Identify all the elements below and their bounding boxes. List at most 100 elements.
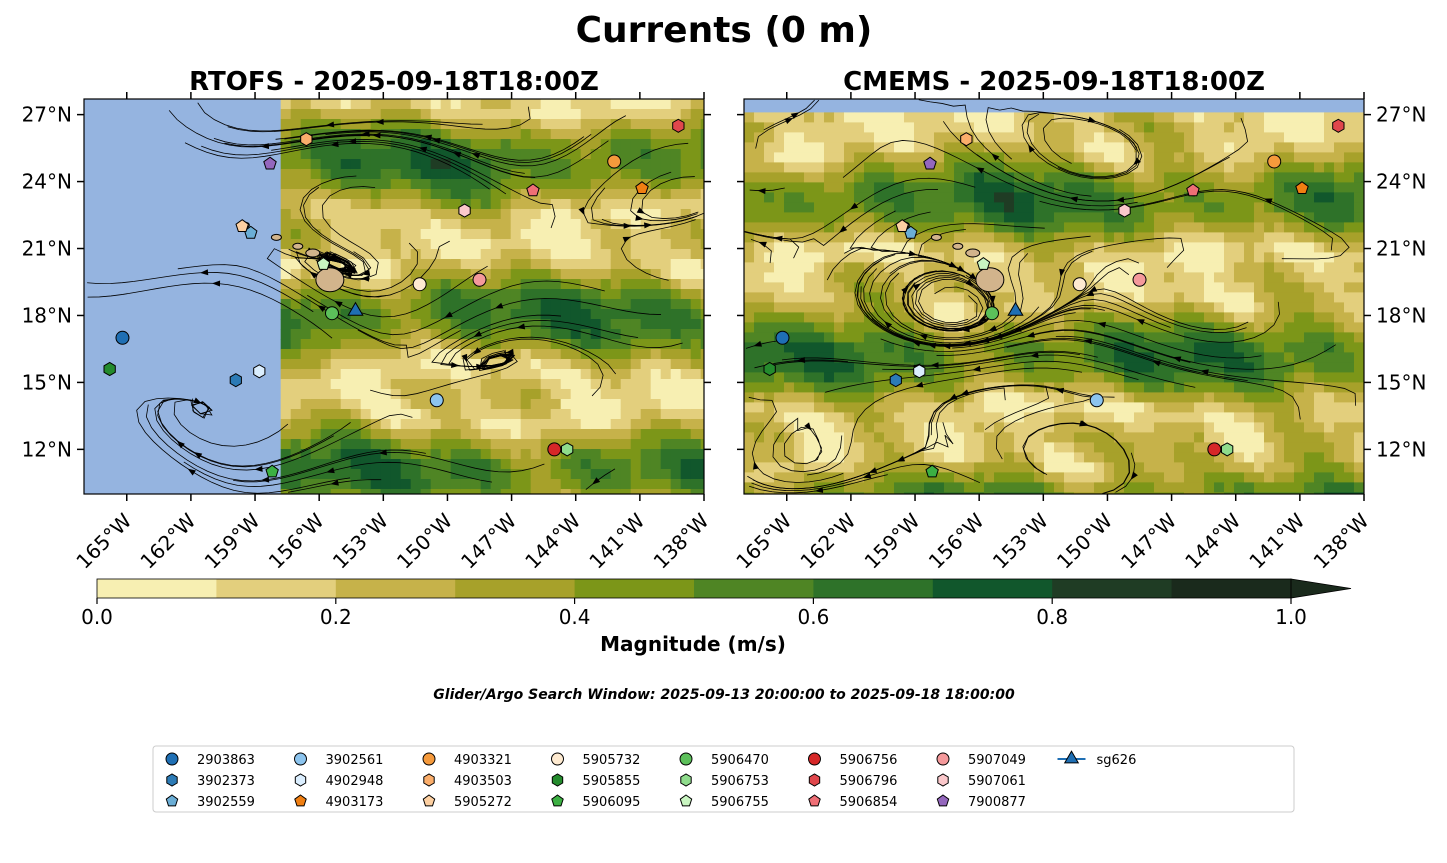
magnitude-cell xyxy=(1124,112,1135,123)
magnitude-cell xyxy=(580,269,592,280)
platform-4903321[interactable] xyxy=(607,154,622,169)
platform-4902948[interactable] xyxy=(253,364,266,379)
magnitude-cell xyxy=(540,299,552,310)
platform-5906796[interactable] xyxy=(1332,118,1345,133)
magnitude-cell xyxy=(974,162,985,173)
magnitude-cell xyxy=(784,242,795,253)
legend-marker-2903863[interactable] xyxy=(165,752,179,766)
magnitude-cell xyxy=(944,452,955,463)
legend-marker-5905272[interactable] xyxy=(422,794,436,807)
streamline xyxy=(880,253,1029,340)
platform-5906470[interactable] xyxy=(325,306,339,321)
platform-7900877[interactable] xyxy=(923,156,937,170)
legend-marker-4903321[interactable] xyxy=(422,752,436,766)
legend-marker-3902559[interactable] xyxy=(165,794,179,807)
legend-marker-5905855[interactable] xyxy=(551,773,564,787)
magnitude-cell xyxy=(360,429,372,440)
platform-3902373[interactable] xyxy=(889,373,902,388)
legend-marker-4903503[interactable] xyxy=(423,773,435,787)
legend-marker-5906756[interactable] xyxy=(808,752,821,766)
platform-5906753[interactable] xyxy=(561,442,574,457)
platform-4903321[interactable] xyxy=(1267,154,1282,169)
magnitude-cell xyxy=(1174,342,1185,353)
platform-2903863[interactable] xyxy=(775,330,790,345)
platform-5907061[interactable] xyxy=(458,203,471,218)
platform-5906854[interactable] xyxy=(526,183,540,197)
colorbar-level xyxy=(574,579,695,598)
legend-marker-5907049[interactable] xyxy=(936,752,950,766)
legend-marker-5905732[interactable] xyxy=(551,752,564,766)
magnitude-cell xyxy=(620,139,632,150)
magnitude-cell xyxy=(874,442,885,453)
magnitude-cell xyxy=(290,269,302,280)
platform-5905855[interactable] xyxy=(103,361,116,377)
legend-marker-4902948[interactable] xyxy=(294,773,307,787)
platform-5906095[interactable] xyxy=(265,464,279,478)
platform-5906753[interactable] xyxy=(1221,442,1234,457)
magnitude-cell xyxy=(774,422,785,433)
stream-arrow xyxy=(444,311,453,318)
legend-marker-5906095[interactable] xyxy=(551,794,564,807)
platform-5906854[interactable] xyxy=(1186,183,1200,197)
legend-marker-5907061[interactable] xyxy=(937,773,949,787)
platform-5906756[interactable] xyxy=(547,442,562,457)
magnitude-cell xyxy=(1274,232,1285,243)
platform-5906796[interactable] xyxy=(672,118,685,133)
platform-5905732[interactable] xyxy=(412,277,427,292)
platform-5907061[interactable] xyxy=(1118,203,1131,218)
magnitude-cell xyxy=(1304,422,1315,433)
cmems-map[interactable] xyxy=(744,99,1365,503)
platform-5906756[interactable] xyxy=(1207,442,1222,457)
platform-4903503[interactable] xyxy=(960,132,973,147)
platform-3902373[interactable] xyxy=(229,373,242,388)
platform-2903863[interactable] xyxy=(115,330,130,345)
magnitude-cell xyxy=(1294,202,1305,213)
platform-5906755[interactable] xyxy=(316,256,331,270)
legend-marker-3902373[interactable] xyxy=(166,773,178,787)
legend-marker-5906753[interactable] xyxy=(680,773,692,787)
magnitude-cell xyxy=(520,99,532,110)
magnitude-cell xyxy=(1324,282,1335,293)
platform-5907049[interactable] xyxy=(1132,272,1147,287)
platform-4902948[interactable] xyxy=(913,364,926,379)
legend-marker-5906796[interactable] xyxy=(808,773,821,787)
platform-5906095[interactable] xyxy=(925,464,939,478)
platform-5905855[interactable] xyxy=(763,361,776,377)
platform-7900877[interactable] xyxy=(263,156,277,170)
legend-marker-sg626[interactable] xyxy=(1063,750,1080,764)
legend-marker-4903173[interactable] xyxy=(294,794,307,807)
magnitude-cell xyxy=(954,302,965,313)
platform-4903173[interactable] xyxy=(635,181,649,194)
legend-marker-5906755[interactable] xyxy=(679,794,693,807)
platform-5907049[interactable] xyxy=(472,272,487,287)
magnitude-cell xyxy=(300,489,312,494)
platform-4903503[interactable] xyxy=(300,132,313,147)
legend-label: 5906753 xyxy=(711,774,769,789)
magnitude-cell xyxy=(480,349,492,360)
legend-marker-3902561[interactable] xyxy=(294,752,307,766)
platform-sg626[interactable] xyxy=(1007,301,1024,316)
platform-3902561[interactable] xyxy=(429,393,444,408)
magnitude-cell xyxy=(360,479,372,490)
magnitude-cell xyxy=(520,319,532,330)
magnitude-cell xyxy=(1194,402,1205,413)
magnitude-cell xyxy=(1244,202,1255,213)
magnitude-cell xyxy=(440,199,452,210)
legend-marker-5906470[interactable] xyxy=(679,752,693,766)
platform-5905272[interactable] xyxy=(895,219,909,232)
rtofs-map[interactable] xyxy=(84,99,711,500)
platform-5906470[interactable] xyxy=(985,306,999,321)
platform-4903173[interactable] xyxy=(1295,181,1309,194)
magnitude-cell xyxy=(864,432,875,443)
legend-marker-7900877[interactable] xyxy=(936,794,950,807)
legend-marker-5906854[interactable] xyxy=(808,794,821,807)
platform-5906755[interactable] xyxy=(976,256,991,270)
magnitude-cell xyxy=(1134,142,1145,153)
magnitude-cell xyxy=(550,189,562,200)
platform-3902561[interactable] xyxy=(1089,393,1104,408)
platform-sg626[interactable] xyxy=(347,301,364,316)
magnitude-cell xyxy=(650,459,662,470)
magnitude-cell xyxy=(400,439,412,450)
platform-5905732[interactable] xyxy=(1072,277,1087,292)
platform-5905272[interactable] xyxy=(235,219,249,232)
